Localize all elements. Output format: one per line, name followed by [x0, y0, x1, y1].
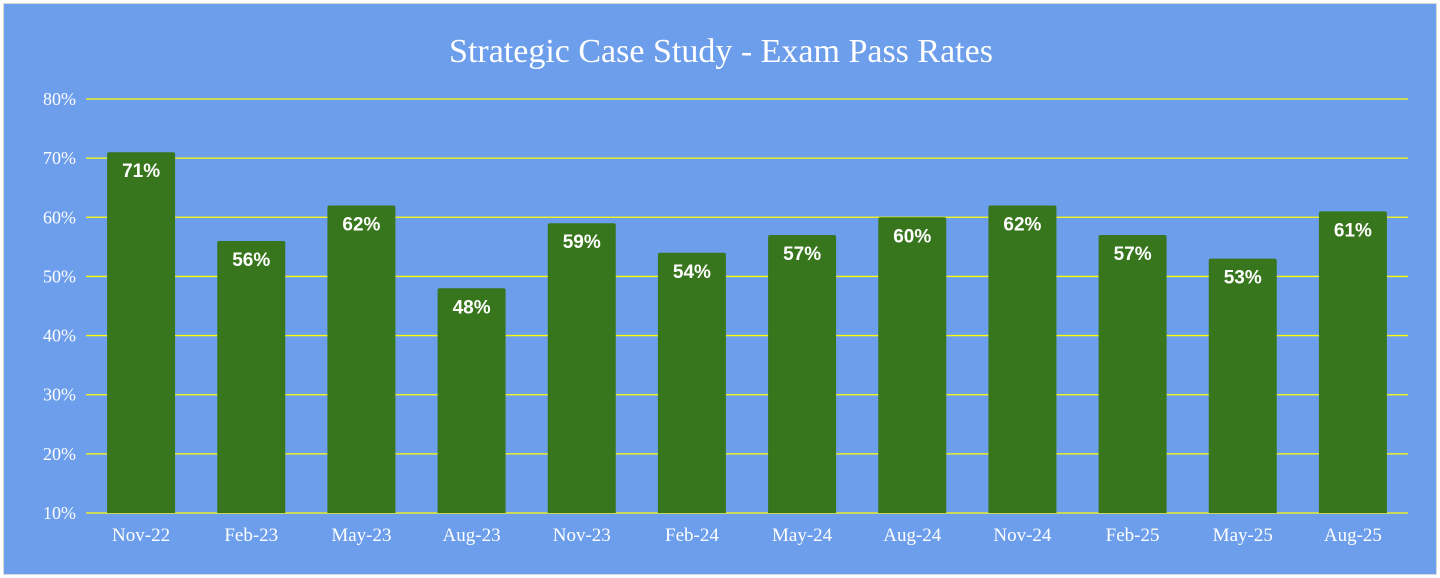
x-tick-label: Aug-24 [883, 525, 942, 546]
y-tick-label: 80% [43, 89, 76, 109]
y-tick-label: 10% [43, 503, 76, 523]
bar-may-25 [1208, 258, 1277, 513]
bar-may-24 [768, 235, 837, 513]
x-tick-label: Nov-23 [553, 525, 611, 546]
data-label: 61% [1334, 220, 1372, 241]
x-tick-label: Aug-25 [1324, 525, 1382, 546]
data-label: 62% [1003, 214, 1041, 235]
chart-container: Strategic Case Study - Exam Pass Rates 1… [3, 3, 1437, 575]
x-axis: Nov-22 Feb-23 May-23 Aug-23 Nov-23 Feb-24 May-… [112, 525, 1382, 546]
bar-aug-24 [878, 217, 947, 514]
y-axis: 10% 20% 30% 40% 50% 60% 70% 80% [43, 89, 76, 523]
bar-aug-23 [437, 288, 506, 513]
y-tick-label: 20% [43, 444, 76, 464]
x-tick-label: Nov-22 [112, 525, 170, 546]
data-label: 57% [1114, 244, 1152, 265]
x-tick-label: Nov-24 [993, 525, 1052, 546]
x-tick-label: May-25 [1213, 525, 1273, 546]
data-label: 56% [232, 250, 270, 271]
bar-feb-24 [657, 252, 726, 513]
data-label: 53% [1224, 268, 1262, 289]
data-label: 54% [673, 262, 711, 283]
x-tick-label: May-24 [772, 525, 833, 546]
x-tick-label: Feb-25 [1106, 525, 1160, 546]
bar-chart: Strategic Case Study - Exam Pass Rates 1… [43, 33, 1408, 546]
x-tick-label: Aug-23 [443, 525, 501, 546]
x-tick-label: Feb-24 [665, 525, 719, 546]
y-tick-label: 50% [43, 266, 76, 286]
x-tick-label: May-23 [331, 525, 391, 546]
bar-feb-23 [217, 240, 286, 513]
data-label: 62% [342, 214, 380, 235]
data-label: 48% [453, 297, 491, 318]
x-tick-label: Feb-23 [224, 525, 278, 546]
bar-feb-25 [1098, 235, 1167, 513]
bar-nov-24 [988, 205, 1057, 513]
data-label: 59% [563, 232, 601, 253]
bar-may-23 [327, 205, 396, 513]
bars [107, 152, 1387, 514]
data-label: 57% [783, 244, 821, 265]
data-labels: 71% 56% 62% 48% 59% 54% 57% 60% 62% 57% 53% 61% [122, 161, 1372, 318]
y-tick-label: 60% [43, 207, 76, 227]
bar-nov-23 [547, 223, 616, 513]
data-label: 60% [893, 226, 931, 247]
y-tick-label: 40% [43, 326, 76, 346]
chart-title: Strategic Case Study - Exam Pass Rates [449, 33, 993, 70]
y-tick-label: 30% [43, 385, 76, 405]
bar-aug-25 [1318, 211, 1387, 513]
gridlines [86, 98, 1408, 514]
y-tick-label: 70% [43, 148, 76, 168]
data-label: 71% [122, 161, 160, 182]
bar-nov-22 [107, 152, 176, 513]
